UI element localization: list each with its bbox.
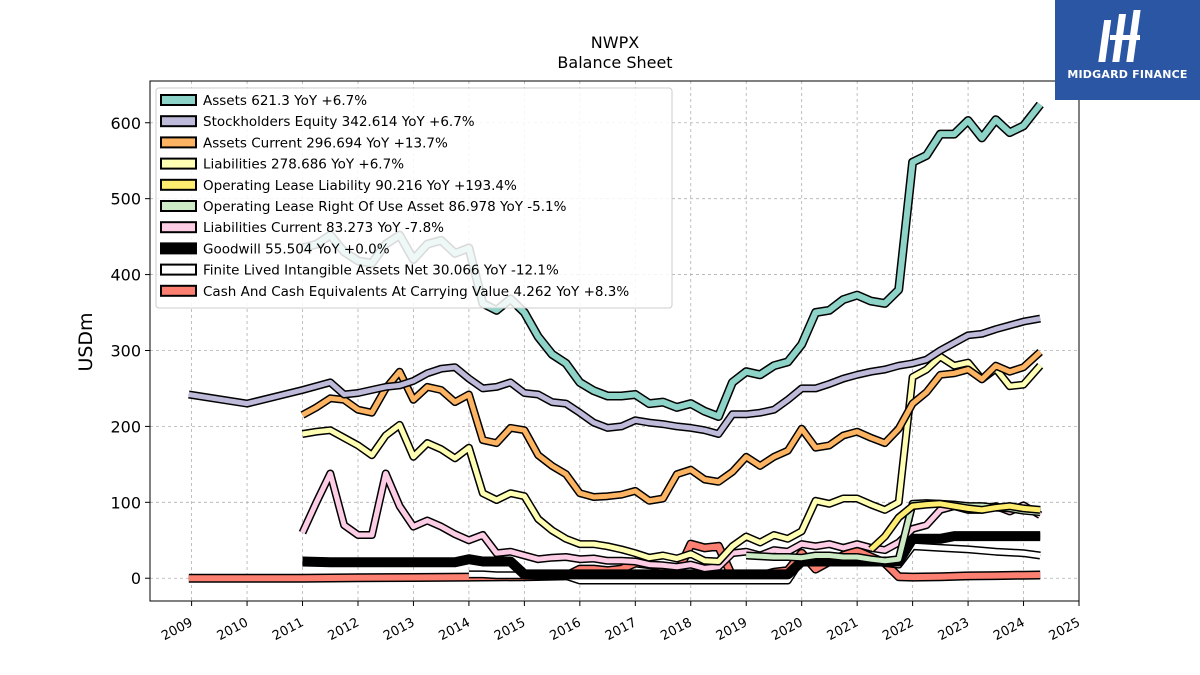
x-tick-label: 2022 <box>880 615 916 644</box>
legend-swatch <box>160 115 197 128</box>
y-tick-label: 0 <box>131 569 141 588</box>
x-tick-label: 2015 <box>492 615 528 644</box>
legend-swatch <box>160 136 197 149</box>
x-tick-label: 2023 <box>936 615 972 644</box>
x-tick-label: 2016 <box>547 615 583 644</box>
legend-entry: Assets 621.3 YoY +6.7% <box>203 93 367 109</box>
legend-swatch <box>160 284 197 297</box>
x-tick-label: 2012 <box>326 615 362 644</box>
legend-swatch <box>160 221 197 234</box>
legend-entry: Liabilities Current 83.273 YoY -7.8% <box>203 220 444 236</box>
legend-entry: Liabilities 278.686 YoY +6.7% <box>203 157 404 173</box>
logo-text: MIDGARD FINANCE <box>1067 68 1188 81</box>
legend-entry: Finite Lived Intangible Assets Net 30.06… <box>203 263 559 279</box>
x-tick-label: 2019 <box>714 615 750 644</box>
chart-title: NWPX <box>591 33 639 52</box>
y-tick-label: 400 <box>110 266 141 285</box>
x-tick-label: 2017 <box>603 615 639 644</box>
x-tick-label: 2025 <box>1047 615 1083 644</box>
legend-entry: Operating Lease Liability 90.216 YoY +19… <box>203 178 517 194</box>
x-tick-label: 2018 <box>658 615 694 644</box>
y-tick-label: 500 <box>110 190 141 209</box>
x-tick-label: 2020 <box>769 615 805 644</box>
series-line <box>302 354 1043 564</box>
x-tick-label: 2010 <box>215 615 251 644</box>
x-tick-label: 2013 <box>381 615 417 644</box>
x-tick-label: 2011 <box>270 615 306 644</box>
x-tick-label: 2021 <box>825 615 861 644</box>
x-tick-label: 2024 <box>991 615 1027 644</box>
legend-swatch <box>160 242 197 255</box>
legend-swatch <box>160 178 197 191</box>
y-tick-label: 600 <box>110 114 141 133</box>
legend-entry: Stockholders Equity 342.614 YoY +6.7% <box>203 114 475 130</box>
legend-swatch <box>160 157 197 170</box>
series-line <box>302 532 1041 578</box>
legend-swatch <box>160 94 197 106</box>
y-tick-label: 200 <box>110 417 141 436</box>
legend-entry: Operating Lease Right Of Use Asset 86.97… <box>203 199 567 215</box>
legend-swatch <box>160 263 197 276</box>
y-tick-label: 100 <box>110 493 141 512</box>
y-axis-label: USDm <box>75 312 97 371</box>
chart-subtitle: Balance Sheet <box>557 53 672 72</box>
x-tick-label: 2009 <box>159 615 195 644</box>
legend-entry: Goodwill 55.504 YoY +0.0% <box>203 241 390 257</box>
grid-lines <box>150 81 1080 601</box>
x-axis-ticks: 2009 2010 2011 2012 2013 2014 2015 2016 2017 2018… <box>159 601 1083 644</box>
series-line <box>869 501 1041 552</box>
legend-entry: Assets Current 296.694 YoY +13.7% <box>203 135 448 151</box>
legend-entry: Cash And Cash Equivalents At Carrying Va… <box>203 284 629 300</box>
legend-swatch <box>160 200 197 212</box>
series-line <box>188 316 1041 437</box>
y-tick-label: 300 <box>110 341 141 360</box>
x-tick-label: 2014 <box>437 615 473 644</box>
legend: Assets 621.3 YoY +6.7% Stockholders Equit… <box>155 87 673 309</box>
midgard-logo: MIDGARD FINANCE <box>1055 0 1200 100</box>
series-line <box>300 471 1042 571</box>
plot-frame <box>149 80 1080 602</box>
midgard-logo-icon <box>1098 10 1141 62</box>
series-line <box>301 350 1042 504</box>
y-axis-ticks: 0 100 200 300 400 500 600 <box>110 114 150 588</box>
legend-frame <box>155 87 673 309</box>
